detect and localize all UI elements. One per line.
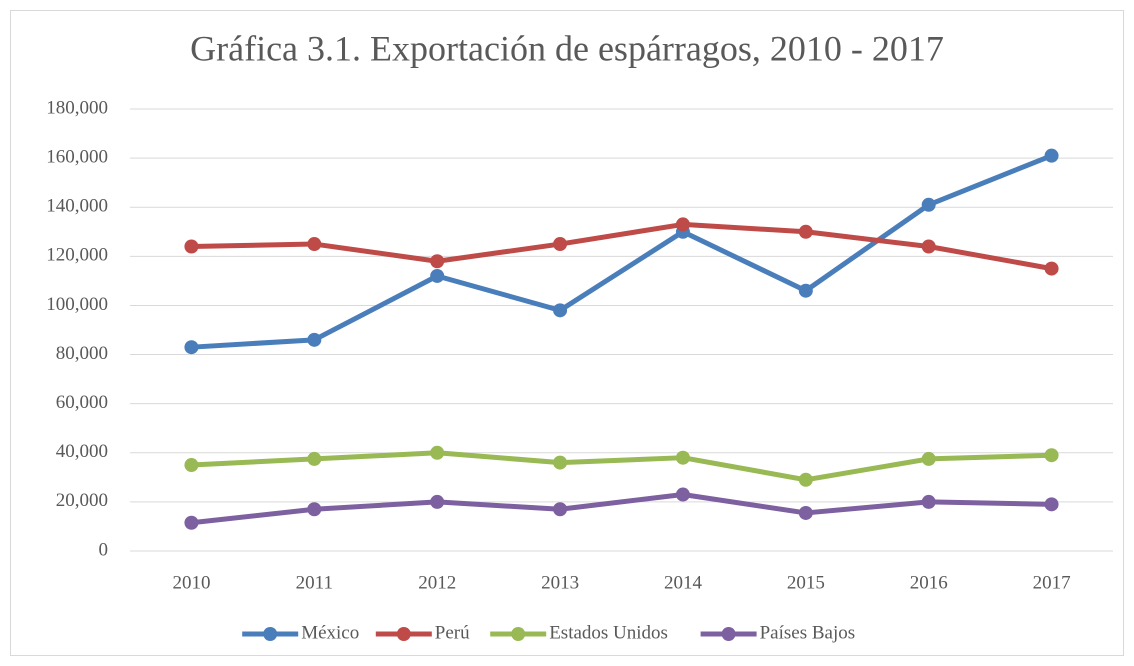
x-tick-label: 2011 (296, 572, 333, 593)
data-point (798, 505, 813, 520)
data-point (307, 502, 322, 517)
x-tick-label: 2017 (1033, 572, 1071, 593)
y-tick-label: 180,000 (46, 97, 108, 118)
y-tick-label: 60,000 (56, 392, 108, 413)
data-point (307, 237, 322, 252)
x-tick-label: 2012 (418, 572, 456, 593)
data-point (307, 451, 322, 466)
data-point (553, 455, 568, 470)
data-point (430, 494, 445, 509)
data-point (675, 487, 690, 502)
data-point (553, 237, 568, 252)
data-point (798, 472, 813, 487)
data-point (430, 268, 445, 283)
series-line (191, 221, 1053, 272)
data-point (675, 450, 690, 465)
legend-label: México (301, 622, 359, 643)
legend-label: Países Bajos (760, 622, 856, 643)
data-point (1044, 148, 1059, 163)
x-tick-label: 2015 (787, 572, 825, 593)
data-point (430, 445, 445, 460)
data-point (921, 494, 936, 509)
data-point (307, 332, 322, 347)
legend-label: Estados Unidos (549, 622, 668, 643)
data-point (798, 224, 813, 239)
data-point (921, 451, 936, 466)
chart-title: Gráfica 3.1. Exportación de espárragos, … (190, 28, 944, 68)
data-point (553, 303, 568, 318)
x-tick-label: 2013 (541, 572, 579, 593)
series-line (191, 153, 1053, 350)
data-point (184, 515, 199, 530)
data-point (430, 254, 445, 269)
data-point (1044, 497, 1059, 512)
data-point (675, 217, 690, 232)
data-point (553, 502, 568, 517)
y-tick-label: 140,000 (46, 196, 108, 217)
data-point (921, 197, 936, 212)
data-point (1044, 448, 1059, 463)
data-point (798, 283, 813, 298)
y-tick-label: 20,000 (56, 490, 108, 511)
y-tick-label: 40,000 (56, 441, 108, 462)
x-tick-label: 2016 (910, 572, 948, 593)
x-tick-label: 2010 (172, 572, 210, 593)
x-tick-label: 2014 (664, 572, 703, 593)
legend-marker (396, 627, 411, 641)
data-point (921, 239, 936, 254)
y-tick-label: 0 (99, 539, 109, 560)
data-point (1044, 261, 1059, 276)
y-tick-label: 160,000 (46, 146, 108, 167)
legend-marker (263, 627, 278, 641)
data-point (184, 239, 199, 254)
legend-marker (511, 627, 526, 641)
chart-frame (10, 10, 1124, 656)
series-line (191, 492, 1052, 526)
y-tick-label: 120,000 (46, 245, 108, 266)
legend-label: Perú (435, 622, 470, 643)
legend-marker (721, 627, 736, 641)
data-point (184, 340, 199, 355)
data-point (184, 458, 199, 473)
y-tick-label: 80,000 (56, 343, 108, 364)
series-line (191, 450, 1052, 483)
y-tick-label: 100,000 (46, 294, 108, 315)
